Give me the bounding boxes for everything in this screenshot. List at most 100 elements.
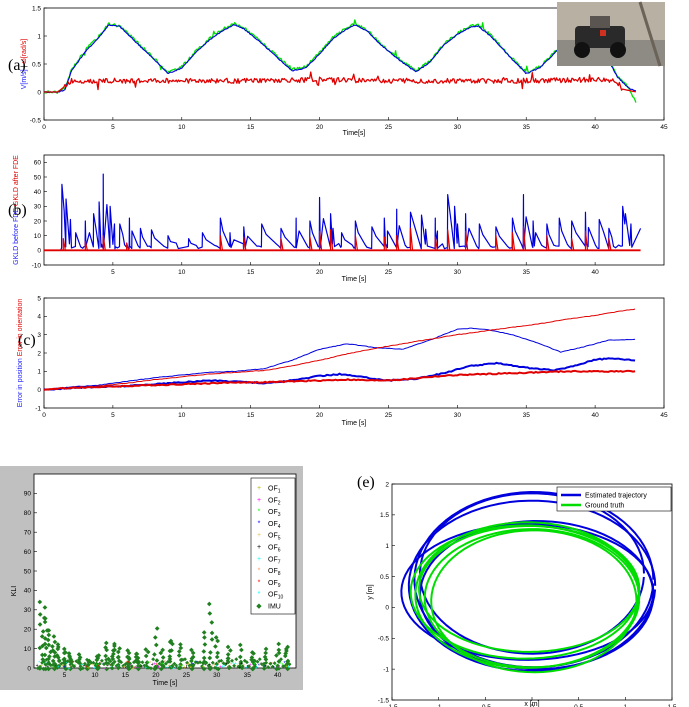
of-point: + — [251, 665, 254, 671]
imu-point: ◆ — [208, 667, 213, 673]
imu-point: ◆ — [264, 657, 269, 663]
imu-point: ◆ — [196, 660, 200, 666]
imu-point: ◆ — [70, 659, 74, 665]
imu-point: ◆ — [47, 654, 52, 660]
x-axis-label: Time [s] — [153, 680, 178, 687]
of-point: + — [255, 665, 258, 671]
y-tick-label: 0 — [37, 387, 41, 394]
gkld-after-fde-spike — [495, 235, 499, 251]
imu-point: ◆ — [219, 658, 223, 664]
trajectory-loop — [400, 523, 655, 661]
imu-point: ◆ — [216, 667, 221, 673]
of-point: + — [183, 665, 186, 671]
imu-point: ◆ — [136, 665, 141, 671]
imu-point: ◆ — [185, 660, 189, 666]
imu-point: ◆ — [247, 664, 251, 670]
of-point: * — [279, 662, 281, 668]
of-point: * — [119, 661, 121, 667]
y-axis-label: KLI — [11, 586, 18, 597]
legend-marker: * — [258, 591, 261, 598]
imu-point: ◆ — [277, 650, 282, 656]
imu-point: ◆ — [121, 663, 125, 669]
y-tick-label: 0.5 — [32, 61, 41, 68]
imu-point: ◆ — [38, 612, 43, 618]
gkld-after-fde-spike — [546, 235, 550, 251]
imu-point: ◆ — [104, 657, 108, 663]
imu-point: ◆ — [119, 660, 123, 666]
of-point: + — [204, 662, 207, 668]
imu-point: ◆ — [69, 657, 74, 663]
imu-point: ◆ — [55, 665, 60, 671]
imu-point: ◆ — [136, 656, 141, 662]
imu-point: ◆ — [116, 650, 121, 656]
imu-point: ◆ — [226, 656, 231, 662]
x-tick-label: 35 — [523, 269, 531, 276]
imu-point: ◆ — [262, 666, 267, 672]
of-point: + — [166, 665, 169, 671]
car-light — [600, 30, 606, 36]
legend-entry-base: OF — [268, 521, 278, 528]
imu-point: ◆ — [168, 657, 173, 663]
imu-point: ◆ — [153, 635, 158, 641]
x-tick-label: 15 — [247, 269, 255, 276]
of-point: + — [174, 665, 177, 671]
legend-marker: * — [258, 520, 261, 527]
panel-label-b: (b) — [8, 202, 27, 219]
imu-point: ◆ — [52, 654, 57, 660]
imu-point: ◆ — [226, 644, 231, 650]
y-axis-label-part: GKLD before FDE — [13, 208, 20, 265]
imu-point: ◆ — [210, 637, 215, 643]
imu-point: ◆ — [87, 659, 92, 665]
y-tick-label: 0 — [385, 605, 389, 612]
imu-point: ◆ — [62, 656, 67, 662]
imu-point: ◆ — [273, 661, 277, 667]
imu-point: ◆ — [201, 661, 206, 667]
imu-point: ◆ — [53, 664, 57, 670]
scatter-points: ◆◆◆◆◆◆◆◆◆◆◆◆◆◆◆◆◆◆◆◆◆◆◆◆◆◆◆◆◆◆◆◆◆◆◆◆◆◆◆◆… — [36, 599, 292, 672]
of-point: + — [40, 663, 43, 669]
imu-point: ◆ — [138, 663, 142, 669]
imu-point: ◆ — [217, 658, 221, 664]
imu-point: ◆ — [40, 657, 45, 663]
of-point: * — [51, 666, 53, 672]
imu-point: ◆ — [215, 666, 219, 672]
legend-entry: Estimated trajectory — [585, 493, 647, 500]
imu-point: ◆ — [64, 666, 69, 672]
y-tick-label: 0 — [37, 89, 41, 96]
imu-point: ◆ — [158, 661, 162, 667]
of-point: * — [243, 663, 245, 669]
imu-point: ◆ — [144, 653, 149, 659]
imu-point: ◆ — [103, 645, 108, 651]
error-series-line — [43, 369, 636, 391]
imu-point: ◆ — [68, 655, 73, 661]
imu-point: ◆ — [236, 664, 240, 670]
y-tick-label: 2 — [385, 481, 389, 488]
of-point: + — [187, 662, 190, 668]
y-axis-label-part: | — [21, 64, 28, 70]
of-point: + — [68, 666, 71, 672]
imu-point: ◆ — [62, 657, 67, 663]
of-point: + — [223, 664, 226, 670]
of-point: * — [162, 663, 164, 669]
imu-point: ◆ — [238, 642, 243, 648]
imu-point: ◆ — [155, 626, 160, 632]
legend-entry: OF8 — [268, 568, 281, 577]
of-point: * — [147, 661, 149, 667]
imu-point: ◆ — [268, 661, 272, 667]
imu-point: ◆ — [154, 642, 159, 648]
x-tick-label: 15 — [247, 124, 255, 131]
of-point: + — [140, 664, 143, 670]
x-tick-label: 5 — [111, 269, 115, 276]
imu-point: ◆ — [211, 660, 215, 666]
imu-point: ◆ — [106, 656, 111, 662]
imu-point: ◆ — [254, 664, 258, 670]
imu-point: ◆ — [132, 659, 136, 665]
y-tick-label: 0.5 — [380, 574, 389, 581]
error-series-line — [43, 357, 636, 391]
of-point: * — [113, 664, 115, 670]
gkld-after-fde-spike — [243, 236, 247, 251]
x-axis-label: Time[s] — [343, 130, 366, 137]
imu-point: ◆ — [135, 652, 140, 658]
imu-point: ◆ — [203, 642, 208, 648]
